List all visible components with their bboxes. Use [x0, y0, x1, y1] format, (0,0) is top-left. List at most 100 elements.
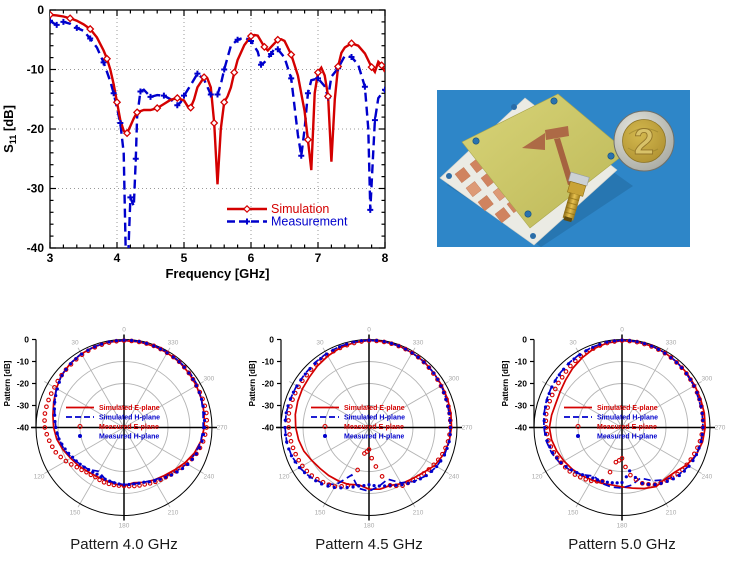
measured-h-plane-markers: [283, 338, 452, 490]
polar-legend: Simulated E-plane Simulated H-plane Measur…: [66, 405, 160, 441]
simulation-markers: [50, 10, 385, 144]
radial-axis: 0 -10 -20 -30 -40: [262, 335, 282, 433]
svg-text:Measured H-plane: Measured H-plane: [99, 434, 159, 441]
svg-text:330: 330: [413, 340, 424, 347]
svg-text:270: 270: [217, 425, 228, 432]
svg-text:240: 240: [203, 474, 214, 481]
angle-labels: 0 30 120 150 180 210 240 270 300 330: [532, 327, 726, 530]
polar-axes: [31, 334, 217, 521]
svg-text:Simulated E-plane: Simulated E-plane: [344, 405, 405, 412]
svg-text:0: 0: [269, 335, 274, 345]
svg-text:0: 0: [522, 335, 527, 345]
svg-text:330: 330: [168, 340, 179, 347]
polar-chart-5-0ghz: 0 -10 -20 -30 -40 0 30 120 150 180 210 240 270 300 330…: [498, 326, 741, 531]
svg-text:120: 120: [279, 474, 290, 481]
svg-text:-20: -20: [17, 379, 30, 389]
svg-text:Simulated H-plane: Simulated H-plane: [597, 415, 658, 422]
svg-text:270: 270: [462, 425, 473, 432]
pattern-db-label: Pattern [dB]: [3, 360, 12, 406]
radial-axis: 0 -10 -20 -30 -40: [17, 335, 37, 433]
pattern-db-label: Pattern [dB]: [248, 360, 257, 406]
svg-text:210: 210: [168, 509, 179, 516]
s11-chart: 3 4 5 6 7 8 0 -10 -20 -30 -40 Simulation Measurement…: [0, 0, 430, 292]
svg-text:180: 180: [617, 523, 628, 530]
legend-measurement: Measurement: [271, 215, 348, 229]
svg-text:Simulated H-plane: Simulated H-plane: [99, 415, 160, 422]
svg-text:-10: -10: [17, 357, 30, 367]
polar-legend: Simulated E-plane Simulated H-plane Measur…: [564, 405, 658, 441]
polar-plot-4-5ghz: 0 -10 -20 -30 -40 0 30 120 150 180 210 240 270 300 330…: [248, 327, 473, 530]
polar-chart-4-5ghz: 0 -10 -20 -30 -40 0 30 120 150 180 210 240 270 300 330…: [245, 326, 490, 531]
svg-text:330: 330: [666, 340, 677, 347]
angle-labels: 0 30 120 150 180 210 240 270 300 330: [279, 327, 473, 530]
svg-text:S11 [dB]: S11 [dB]: [1, 105, 18, 153]
angle-labels: 0 30 120 150 180 210 240 270 300 330: [34, 327, 228, 530]
polar-plot-4-0ghz: 0 -10 -20 -30 -40 0 30 120 150 180 210 240 270 300 330…: [3, 327, 228, 530]
polar-chart-4-0ghz: 0 -10 -20 -30 -40 0 30 120 150 180 210 240 270 300 330…: [0, 326, 245, 531]
coin-numeral: 2: [634, 121, 654, 162]
svg-text:Pattern [dB]: Pattern [dB]: [3, 360, 12, 406]
polar-plot-5-0ghz: 0 -10 -20 -30 -40 0 30 120 150 180 210 240 270 300 330…: [501, 327, 726, 530]
svg-text:210: 210: [413, 509, 424, 516]
svg-text:300: 300: [203, 376, 214, 383]
svg-text:150: 150: [315, 509, 326, 516]
s11-plot: 3 4 5 6 7 8 0 -10 -20 -30 -40 SimulationMeasurement…: [1, 3, 389, 281]
two-euro-coin: 2: [613, 110, 675, 172]
svg-text:0: 0: [37, 3, 44, 17]
svg-text:-30: -30: [262, 401, 275, 411]
svg-text:30: 30: [316, 340, 324, 347]
svg-text:210: 210: [666, 509, 677, 516]
svg-text:3: 3: [47, 251, 54, 265]
measured-h-plane-markers: [52, 338, 207, 487]
sma-connector: [562, 171, 590, 223]
caption-pattern-4-0: Pattern 4.0 GHz: [70, 536, 178, 553]
svg-text:-10: -10: [262, 357, 275, 367]
antenna-substrate: [461, 93, 628, 229]
svg-text:240: 240: [448, 474, 459, 481]
svg-text:0: 0: [24, 335, 29, 345]
simulated-e-plane-curve: [52, 339, 206, 487]
svg-text:Measured E-plane: Measured E-plane: [99, 424, 159, 431]
svg-text:180: 180: [364, 523, 375, 530]
svg-text:Pattern [dB]: Pattern [dB]: [501, 360, 510, 406]
svg-text:-10: -10: [515, 357, 528, 367]
svg-text:120: 120: [34, 474, 45, 481]
svg-text:Measured H-plane: Measured H-plane: [344, 434, 404, 441]
simulation-curve: [50, 13, 385, 185]
svg-text:300: 300: [448, 376, 459, 383]
svg-text:0: 0: [122, 327, 126, 334]
svg-text:150: 150: [70, 509, 81, 516]
svg-text:-10: -10: [27, 63, 45, 77]
svg-text:7: 7: [315, 251, 322, 265]
x-axis-label: Frequency [GHz]: [165, 266, 269, 281]
svg-text:-30: -30: [17, 401, 30, 411]
measurement-markers: [50, 17, 385, 248]
svg-text:-20: -20: [27, 122, 45, 136]
polar-axes: [529, 334, 715, 521]
svg-text:Simulated H-plane: Simulated H-plane: [344, 415, 405, 422]
svg-text:0: 0: [620, 327, 624, 334]
polar-legend: Simulated E-plane Simulated H-plane Measur…: [311, 405, 405, 441]
svg-text:8: 8: [382, 251, 389, 265]
svg-text:240: 240: [701, 474, 712, 481]
svg-text:4: 4: [114, 251, 121, 265]
svg-text:6: 6: [248, 251, 255, 265]
pattern-db-label: Pattern [dB]: [501, 360, 510, 406]
svg-text:30: 30: [569, 340, 577, 347]
bowtie-antenna: [522, 126, 574, 185]
svg-text:-30: -30: [27, 182, 45, 196]
svg-text:180: 180: [119, 523, 130, 530]
svg-text:Simulated E-plane: Simulated E-plane: [99, 405, 160, 412]
radial-axis: 0 -10 -20 -30 -40: [515, 335, 535, 433]
svg-text:-40: -40: [515, 423, 528, 433]
svg-text:300: 300: [701, 376, 712, 383]
caption-pattern-4-5: Pattern 4.5 GHz: [315, 536, 423, 553]
svg-text:-30: -30: [515, 401, 528, 411]
svg-text:Simulated E-plane: Simulated E-plane: [597, 405, 658, 412]
svg-text:-20: -20: [262, 379, 275, 389]
svg-text:30: 30: [71, 340, 79, 347]
svg-text:Pattern [dB]: Pattern [dB]: [248, 360, 257, 406]
svg-text:-20: -20: [515, 379, 528, 389]
svg-text:Measured E-plane: Measured E-plane: [597, 424, 657, 431]
svg-text:0: 0: [367, 327, 371, 334]
